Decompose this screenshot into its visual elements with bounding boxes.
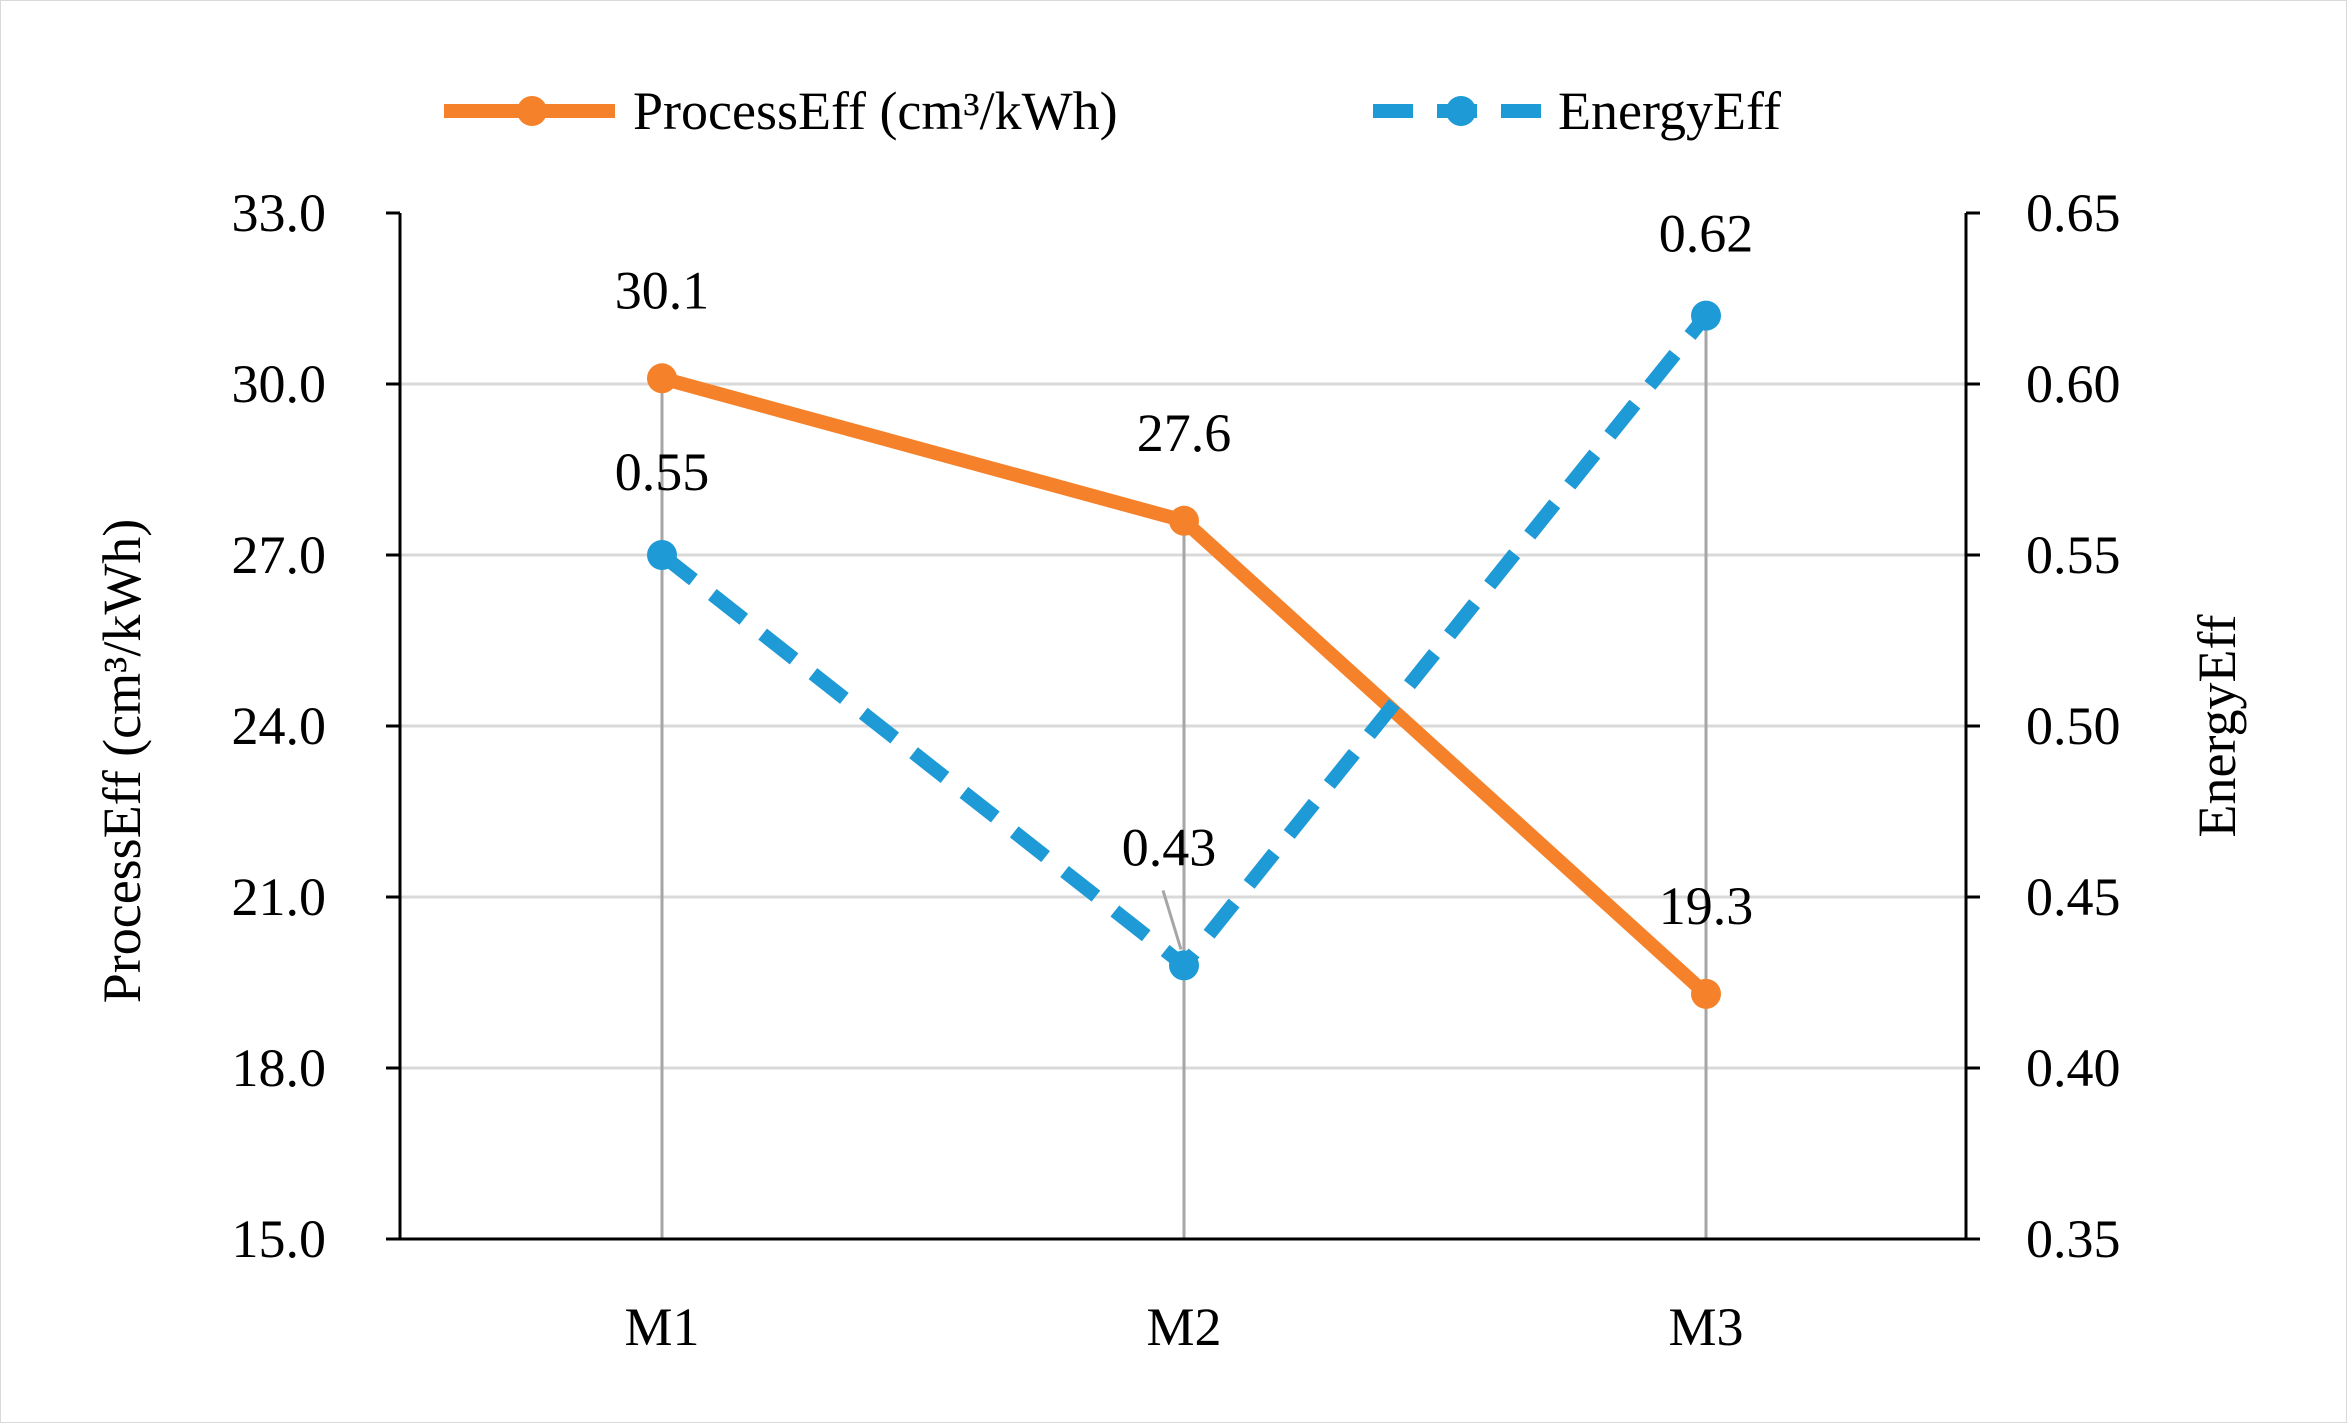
- legend-label: ProcessEff (cm³/kWh): [633, 81, 1118, 141]
- y-right-tick-label: 0.50: [2026, 696, 2121, 756]
- series-2-point: [1169, 950, 1199, 981]
- series-1-point: [1691, 978, 1721, 1009]
- y-left-tick-label: 33.0: [232, 183, 327, 243]
- data-label: 27.6: [1137, 403, 1232, 463]
- drop-lines-layer: [660, 315, 1708, 1239]
- data-label: 0.43: [1122, 817, 1217, 877]
- data-label: 0.62: [1659, 204, 1754, 264]
- x-tick-label: M2: [1146, 1297, 1221, 1357]
- legend-swatch-marker: [517, 96, 547, 126]
- y-right-tick-label: 0.35: [2026, 1209, 2121, 1269]
- y-left-tick-label: 18.0: [232, 1038, 327, 1098]
- data-labels-layer: 30.1 27.6 19.3 0.55 0.43 0.62: [615, 204, 1754, 950]
- data-label: 0.55: [615, 442, 710, 502]
- x-tick-label: M1: [624, 1297, 699, 1357]
- y-left-tick-label: 15.0: [232, 1209, 327, 1269]
- series-1-point: [1169, 505, 1199, 536]
- y-axis-right-title: EnergyEff: [2187, 615, 2247, 838]
- y-right-tick-label: 0.65: [2026, 183, 2121, 243]
- series-2-point: [1691, 300, 1721, 331]
- legend: ProcessEff (cm³/kWh) EnergyEff: [444, 81, 1781, 141]
- y-right-tick-label: 0.60: [2026, 354, 2121, 414]
- y-left-tick-label: 30.0: [232, 354, 327, 414]
- data-label: 19.3: [1659, 876, 1754, 936]
- y-left-tick-label: 27.0: [232, 525, 327, 585]
- y-right-tick-label: 0.40: [2026, 1038, 2121, 1098]
- x-tick-label: M3: [1668, 1297, 1743, 1357]
- y-right-tick-label: 0.55: [2026, 525, 2121, 585]
- y-axis-left-title: ProcessEff (cm³/kWh): [92, 519, 152, 1004]
- y-left-tick-label: 24.0: [232, 696, 327, 756]
- series-layer: [647, 300, 1721, 1009]
- series-1-point: [647, 363, 677, 394]
- series-2-point: [647, 540, 677, 570]
- data-label: 30.1: [615, 260, 710, 320]
- legend-label: EnergyEff: [1558, 81, 1781, 141]
- axes-layer: 15.0 0.35 18.0 0.40 21.0 0.45 24.0 0.50 27.0 0.55…: [232, 183, 2121, 1357]
- label-leader-line: [1161, 889, 1183, 950]
- legend-swatch-marker: [1446, 96, 1476, 126]
- y-right-tick-label: 0.45: [2026, 867, 2121, 927]
- y-left-tick-label: 21.0: [232, 867, 327, 927]
